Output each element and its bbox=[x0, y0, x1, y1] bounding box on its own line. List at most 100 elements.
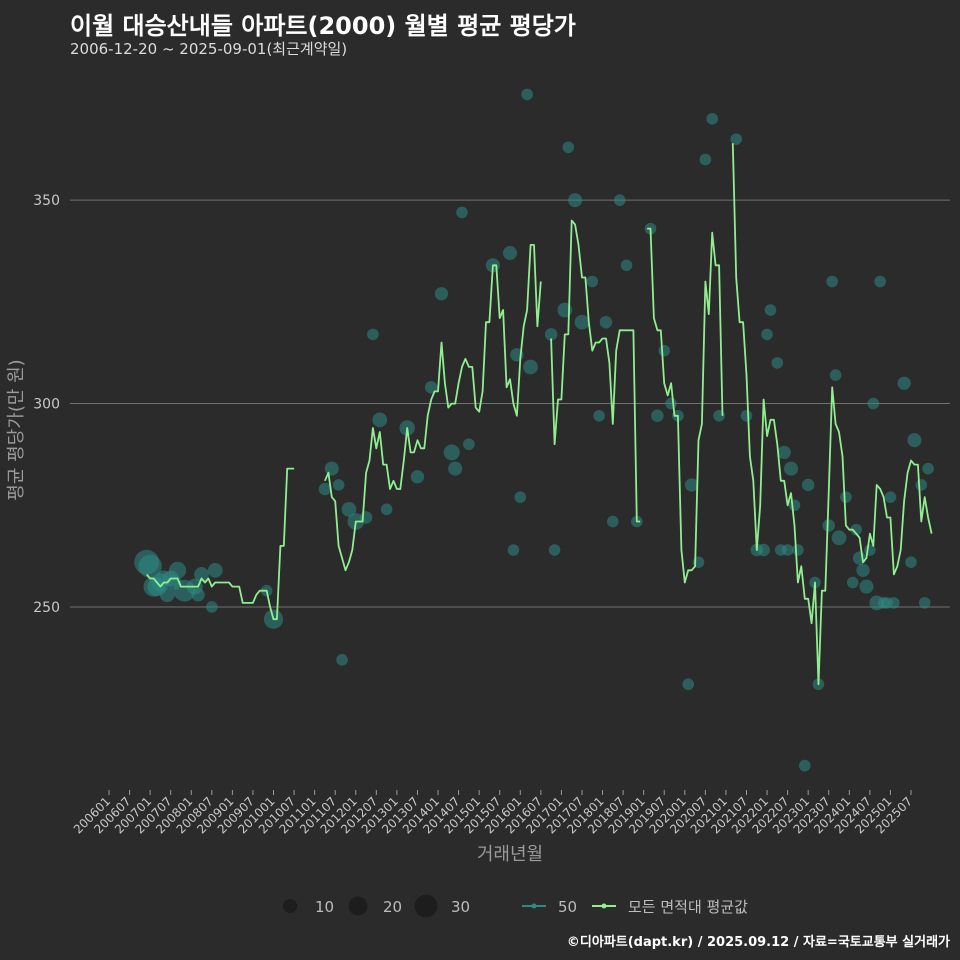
scatter-point bbox=[318, 482, 332, 496]
legend-size-label: 20 bbox=[383, 898, 402, 916]
scatter-point bbox=[831, 530, 847, 546]
average-line bbox=[146, 143, 933, 686]
scatter-point bbox=[859, 579, 874, 594]
scatter-point bbox=[194, 567, 209, 582]
scatter-point bbox=[593, 409, 605, 422]
scatter-point bbox=[905, 556, 917, 569]
scatter-point bbox=[918, 597, 931, 609]
legend-size-marker bbox=[414, 894, 438, 918]
scatter-point bbox=[798, 759, 811, 772]
scatter-point bbox=[699, 153, 712, 166]
scatter-point bbox=[336, 654, 348, 666]
scatter-point bbox=[380, 503, 393, 516]
legend-point-swatch bbox=[601, 903, 607, 909]
legend-size-marker bbox=[282, 898, 298, 914]
scatter-point bbox=[568, 193, 583, 208]
scatter-point bbox=[651, 409, 664, 423]
scatter-point bbox=[897, 376, 911, 390]
scatter-point bbox=[507, 544, 520, 556]
scatter-point bbox=[792, 544, 804, 556]
scatter-point bbox=[463, 438, 475, 451]
scatter-point bbox=[867, 397, 880, 410]
scatter-point bbox=[874, 275, 886, 288]
scatter-point bbox=[784, 461, 799, 476]
scatter-point bbox=[514, 491, 527, 503]
scatter-point bbox=[829, 369, 842, 381]
scatter-point bbox=[332, 479, 345, 491]
y-axis-ticks: 250 300 350 bbox=[33, 193, 60, 616]
scatter-point bbox=[620, 259, 633, 272]
series-line-segment bbox=[731, 143, 933, 686]
scatter-point bbox=[888, 597, 900, 609]
scatter-point bbox=[521, 88, 533, 101]
scatter-point bbox=[781, 544, 794, 556]
scatter-point bbox=[658, 344, 671, 357]
scatter-point bbox=[599, 315, 613, 329]
scatter-point bbox=[852, 551, 867, 565]
scatter-point bbox=[826, 275, 838, 288]
scatter-point bbox=[907, 433, 922, 448]
scatter-point bbox=[502, 246, 518, 261]
scatter-point bbox=[822, 519, 835, 532]
legend-size-label: 10 bbox=[315, 898, 334, 916]
scatter-point bbox=[788, 499, 801, 512]
scatter-point bbox=[548, 544, 561, 556]
footer-credit: ©디아파트(dapt.kr) / 2025.09.12 / 자료=국토교통부 실… bbox=[566, 935, 950, 950]
scatter-point bbox=[764, 304, 777, 316]
scatter-point bbox=[761, 328, 773, 341]
legend-series-label: 50 bbox=[558, 898, 577, 916]
scatter-points bbox=[134, 88, 934, 772]
scatter-point bbox=[434, 287, 449, 301]
scatter-point bbox=[665, 397, 677, 410]
series-line-segment bbox=[647, 227, 724, 584]
scatter-point bbox=[562, 141, 575, 154]
scatter-point bbox=[801, 478, 815, 492]
scatter-point bbox=[740, 409, 753, 422]
scatter-point bbox=[730, 133, 743, 145]
y-axis-label: 평균 평당가(만 원) bbox=[6, 359, 27, 500]
scatter-point bbox=[840, 491, 852, 503]
scatter-point bbox=[207, 562, 223, 578]
legend: 10 20 30 50 모든 면적대 평균값 bbox=[282, 894, 748, 918]
series-line-segment bbox=[324, 243, 542, 572]
scatter-point bbox=[922, 462, 934, 475]
scatter-point bbox=[850, 523, 862, 536]
legend-size-marker bbox=[348, 896, 368, 916]
y-tick-label: 350 bbox=[33, 193, 60, 209]
scatter-point bbox=[138, 554, 162, 578]
series-line-segment bbox=[146, 467, 295, 621]
scatter-point bbox=[372, 412, 388, 428]
scatter-point bbox=[456, 206, 468, 219]
scatter-point bbox=[448, 461, 463, 476]
scatter-point bbox=[424, 381, 438, 394]
scatter-point bbox=[682, 678, 695, 691]
scatter-point bbox=[324, 461, 339, 476]
scatter-point bbox=[367, 328, 379, 341]
legend-series-label: 모든 면적대 평균값 bbox=[628, 898, 748, 916]
y-tick-label: 250 bbox=[33, 600, 60, 616]
scatter-point bbox=[684, 478, 699, 492]
scatter-point bbox=[846, 576, 859, 589]
x-axis-ticks: 2006012006072007012007072008012008072009… bbox=[71, 790, 915, 837]
scatter-point bbox=[586, 275, 599, 288]
scatter-point bbox=[607, 515, 619, 528]
scatter-point bbox=[341, 501, 357, 517]
scatter-point bbox=[856, 563, 870, 577]
scatter-point bbox=[777, 445, 791, 460]
chart-subtitle: 2006-12-20 ~ 2025-09-01(최근계약일) bbox=[70, 40, 348, 58]
scatter-point bbox=[443, 444, 460, 461]
chart-title: 이월 대승산내들 아파트(2000) 월별 평균 평당가 bbox=[70, 12, 576, 40]
scatter-point bbox=[915, 479, 928, 491]
scatter-point bbox=[191, 588, 205, 602]
legend-point-swatch bbox=[531, 903, 537, 909]
legend-size-label: 30 bbox=[451, 898, 470, 916]
scatter-point bbox=[159, 587, 175, 603]
series-line-segment bbox=[550, 219, 641, 523]
scatter-point bbox=[168, 561, 187, 579]
scatter-point bbox=[574, 314, 590, 330]
scatter-point bbox=[884, 491, 897, 503]
scatter-point bbox=[757, 543, 770, 557]
scatter-point bbox=[206, 601, 218, 613]
scatter-point bbox=[523, 359, 538, 375]
